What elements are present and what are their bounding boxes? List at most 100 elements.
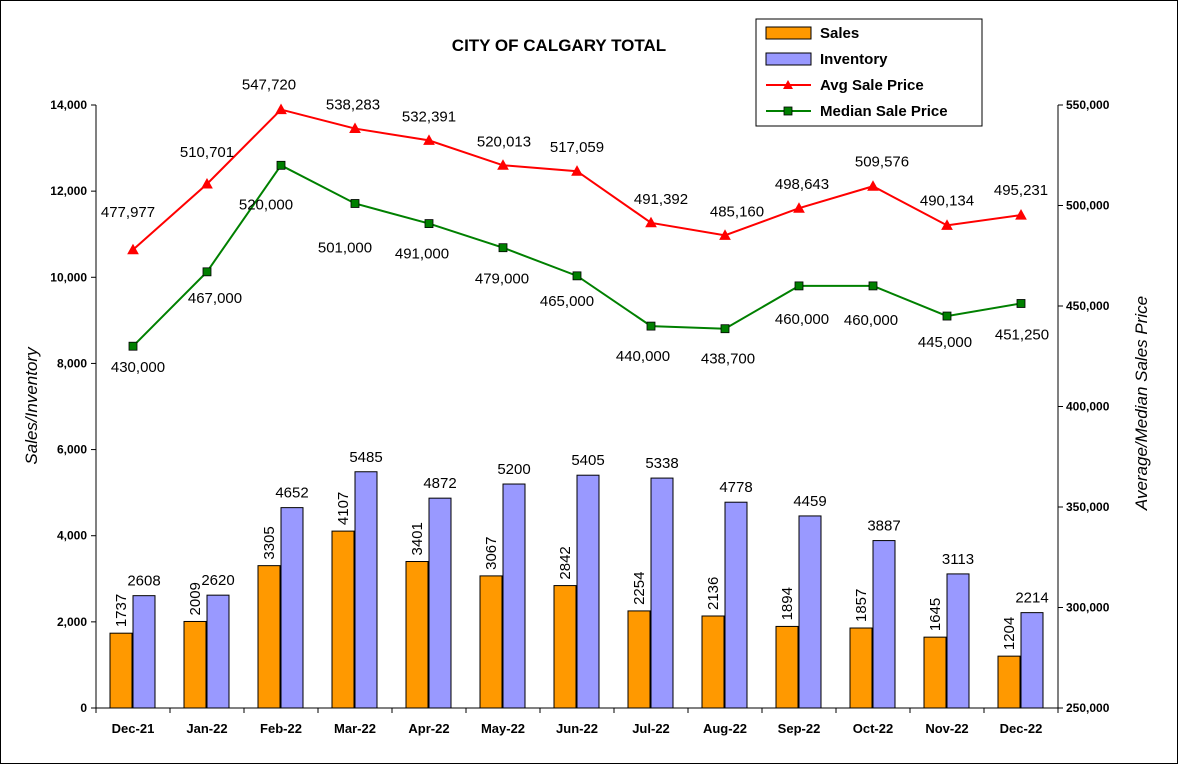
sales-bar — [183, 620, 207, 709]
legend-item: Avg Sale Price — [766, 77, 924, 94]
y2-axis-label: Average/Median Sales Price — [1132, 296, 1151, 511]
inventory-bar — [502, 483, 526, 709]
inventory-data-label: 5405 — [571, 452, 604, 469]
avg-price-data-label: 490,134 — [920, 192, 974, 209]
inventory-bar — [206, 594, 230, 709]
avg-price-data-label: 532,391 — [402, 108, 456, 125]
inventory-data-label: 4459 — [793, 493, 826, 510]
avg-price-marker — [719, 229, 731, 240]
sales-bar — [331, 530, 355, 709]
inventory-data-label: 3113 — [942, 551, 974, 568]
median-price-data-label: 430,000 — [111, 359, 165, 376]
y-tick-label: 4,000 — [57, 529, 87, 543]
legend-triangle-icon — [783, 80, 793, 89]
y2-tick-label: 500,000 — [1066, 199, 1110, 213]
median-price-data-label: 440,000 — [616, 348, 670, 365]
y2-tick-label: 400,000 — [1066, 400, 1110, 414]
median-price-marker — [276, 160, 286, 170]
median-price-data-label: 467,000 — [188, 290, 242, 307]
sales-bar — [775, 625, 799, 709]
median-price-marker — [646, 321, 656, 331]
inventory-bar — [946, 573, 970, 709]
median-price-data-label: 520,000 — [239, 196, 293, 213]
sales-bar — [553, 585, 577, 709]
legend-label: Sales — [820, 25, 859, 42]
avg-price-marker — [275, 103, 287, 115]
inventory-bar — [724, 501, 748, 709]
y2-tick-label: 450,000 — [1066, 299, 1110, 313]
sales-data-label: 1737 — [113, 594, 130, 627]
chart-title: CITY OF CALGARY TOTAL — [452, 36, 666, 55]
inventory-bar — [280, 507, 304, 709]
avg-price-data-label: 510,701 — [180, 144, 234, 161]
avg-price-marker — [571, 165, 583, 176]
inventory-bar — [132, 595, 156, 709]
sales-data-label: 3305 — [261, 526, 278, 559]
x-tick-label: Feb-22 — [260, 721, 302, 736]
sales-data-label: 1204 — [1001, 617, 1018, 650]
x-tick-label: Jan-22 — [186, 721, 227, 736]
inventory-data-label: 2620 — [201, 572, 234, 589]
x-tick-label: Jul-22 — [632, 721, 670, 736]
sales-bar — [109, 632, 133, 709]
avg-price-data-label: 520,013 — [477, 133, 531, 150]
y2-tick-label: 550,000 — [1066, 98, 1110, 112]
legend-square-icon — [783, 106, 793, 116]
y2-tick-label: 250,000 — [1066, 701, 1110, 715]
avg-price-marker — [1015, 209, 1027, 220]
median-price-marker — [424, 219, 434, 228]
x-tick-label: Sep-22 — [778, 721, 821, 736]
inventory-bar — [576, 474, 600, 709]
avg-price-data-label: 509,576 — [855, 153, 909, 170]
median-price-marker — [720, 324, 730, 334]
inventory-data-label: 3887 — [867, 518, 900, 535]
sales-data-label: 3067 — [483, 537, 500, 570]
sales-data-label: 2136 — [705, 577, 722, 610]
median-price-data-label: 479,000 — [475, 271, 529, 288]
y-tick-label: 2,000 — [57, 615, 87, 629]
y-tick-label: 8,000 — [57, 356, 87, 370]
inventory-data-label: 4872 — [423, 475, 456, 492]
sales-data-label: 2254 — [631, 572, 648, 605]
y-tick-label: 14,000 — [50, 98, 87, 112]
sales-data-label: 1857 — [853, 589, 870, 622]
y-tick-label: 12,000 — [50, 184, 87, 198]
y2-tick-label: 300,000 — [1066, 601, 1110, 615]
avg-price-marker — [201, 177, 213, 189]
median-price-marker — [202, 267, 212, 277]
avg-price-data-label: 485,160 — [710, 203, 764, 220]
legend-sales-swatch — [765, 26, 812, 40]
avg-price-marker — [127, 243, 139, 255]
x-tick-label: Nov-22 — [925, 721, 968, 736]
x-tick-label: Mar-22 — [334, 721, 376, 736]
inventory-data-label: 5200 — [497, 461, 530, 478]
legend-inventory-swatch — [765, 52, 812, 66]
y2-tick-label: 350,000 — [1066, 500, 1110, 514]
x-tick-label: Jun-22 — [556, 721, 598, 736]
sales-bar — [997, 655, 1021, 709]
median-price-data-label: 501,000 — [318, 239, 372, 256]
legend-label: Avg Sale Price — [820, 77, 924, 94]
x-tick-label: May-22 — [481, 721, 525, 736]
avg-price-marker — [349, 122, 361, 134]
inventory-data-label: 4652 — [275, 485, 308, 502]
median-price-data-label: 460,000 — [844, 312, 898, 329]
sales-bar — [923, 636, 947, 709]
x-tick-label: Apr-22 — [408, 721, 449, 736]
sales-data-label: 2842 — [557, 546, 574, 579]
legend-item: Median Sale Price — [766, 103, 948, 120]
legend-label: Inventory — [820, 51, 888, 68]
median-price-data-label: 460,000 — [775, 311, 829, 328]
sales-data-label: 1894 — [779, 587, 796, 620]
avg-price-data-label: 495,231 — [994, 182, 1048, 199]
x-tick-label: Oct-22 — [853, 721, 893, 736]
median-price-marker — [128, 341, 138, 351]
y-axis-label: Sales/Inventory — [22, 346, 41, 465]
median-price-marker — [1016, 299, 1026, 308]
avg-price-marker — [645, 216, 657, 228]
median-price-data-label: 438,700 — [701, 351, 755, 368]
inventory-bar — [798, 515, 822, 709]
avg-price-marker — [941, 219, 953, 230]
inventory-bar — [354, 471, 378, 709]
